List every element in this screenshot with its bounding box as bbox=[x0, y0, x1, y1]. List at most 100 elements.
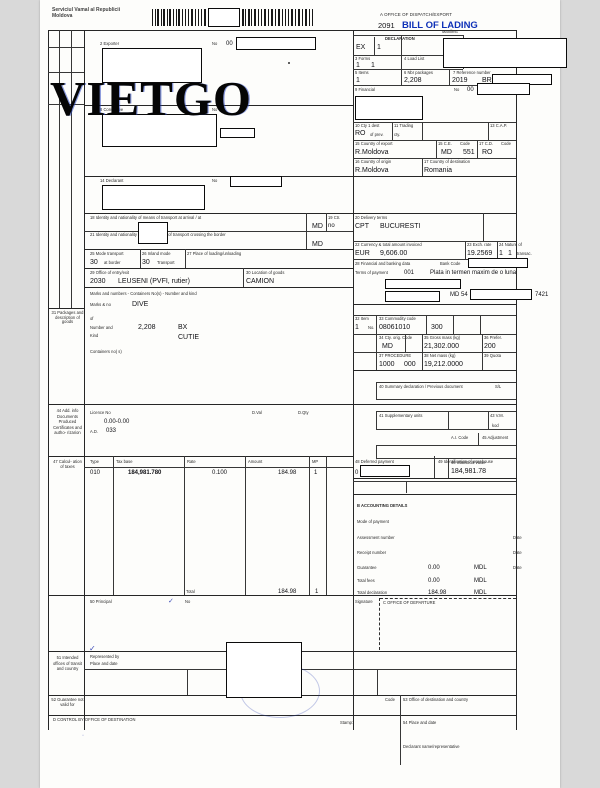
transport-arrival-label: 18 Identity and nationality of means of … bbox=[90, 215, 202, 220]
inland-mode-label: 26 Inland mode bbox=[142, 251, 171, 256]
forms-b: 1 bbox=[371, 62, 375, 69]
tax-header-bottom bbox=[84, 467, 353, 468]
trading-sub: cty. bbox=[394, 132, 401, 137]
currency-code: EUR bbox=[355, 250, 370, 257]
b44-bottom bbox=[48, 456, 353, 458]
b19-div bbox=[326, 213, 327, 231]
reference-label: 7 Reference number bbox=[453, 70, 491, 75]
b21-top bbox=[84, 231, 353, 232]
principal-mark: ✓ bbox=[168, 597, 174, 605]
tax-col-base: Tax base bbox=[116, 459, 133, 464]
place-date-54-label: 54 Place and date bbox=[403, 720, 437, 725]
prefer-value: 200 bbox=[484, 343, 496, 350]
assessment-date-label: Date bbox=[513, 535, 522, 540]
exch-rate-label: 23 Exch. rate bbox=[467, 242, 492, 247]
nature-label: 24 Nature of bbox=[499, 242, 522, 247]
supplementary-units-label: 41 Supplementary units bbox=[379, 413, 423, 418]
receipt-date-label: Date bbox=[513, 550, 522, 555]
b41-left bbox=[376, 411, 377, 429]
decl-box-mid bbox=[353, 55, 463, 56]
cd-label: 17 C.D. bbox=[479, 141, 494, 146]
frame-left bbox=[48, 30, 50, 730]
signature-label: Signature bbox=[355, 599, 373, 604]
items-value: 1 bbox=[356, 77, 360, 84]
total-fees-currency: MDL bbox=[474, 578, 487, 584]
country-export-value: R.Moldova bbox=[355, 149, 389, 156]
accounting-header: B ACCOUNTING DETAILS bbox=[357, 503, 408, 508]
nature-sub: transac. bbox=[517, 251, 532, 256]
gross-mass-label: 35 Gross mass (kg) bbox=[424, 335, 461, 340]
quota-label: 39 Quota bbox=[484, 353, 502, 358]
b44-top bbox=[48, 404, 516, 406]
b17-div bbox=[422, 158, 423, 176]
b10-bottom bbox=[353, 140, 516, 141]
tax-row-amount: 184.98 bbox=[278, 470, 297, 476]
assessment-number-label: Assessment number bbox=[357, 535, 395, 540]
summary-decl-label: 40 Summary declaration / Previous docume… bbox=[379, 384, 463, 389]
account-suffix: 7421 bbox=[535, 292, 549, 298]
b17cd-div bbox=[477, 140, 478, 158]
office-code: 2091 bbox=[378, 21, 395, 30]
decl-box-bottom bbox=[353, 69, 463, 70]
b29-bottom bbox=[84, 287, 353, 289]
containers-label: Containers no( s) bbox=[90, 349, 122, 354]
total-declaration-value: 184.98 bbox=[428, 590, 447, 596]
nature-a: 1 bbox=[499, 250, 503, 257]
total-declaration-label: Total declaration bbox=[357, 590, 388, 595]
b32-top bbox=[353, 315, 516, 316]
b45-div bbox=[478, 433, 479, 445]
b38-div bbox=[422, 352, 423, 370]
country-export-label: 15 Country of export bbox=[355, 141, 393, 146]
tax-row-base: 184,981.780 bbox=[128, 470, 162, 476]
forms-a: 1 bbox=[356, 62, 360, 69]
b53-div bbox=[400, 695, 401, 730]
tax-col-type: Type bbox=[90, 459, 99, 464]
redaction-declarant bbox=[102, 185, 205, 210]
country-destination-label: 17 Country of destination bbox=[424, 159, 471, 164]
redaction-financial-name bbox=[355, 96, 423, 120]
b33-div-4 bbox=[480, 315, 481, 334]
b33-div-3 bbox=[453, 315, 454, 334]
b40-top bbox=[376, 382, 516, 383]
reference-year: 2019 bbox=[452, 77, 468, 84]
statistical-value: 184,981.78 bbox=[451, 468, 487, 475]
summary-decl-value: S/L bbox=[495, 384, 502, 389]
redaction-declarant-no bbox=[230, 176, 282, 187]
delivery-terms-a: CPT bbox=[355, 223, 369, 230]
loadlist-label: 4 Load List bbox=[404, 56, 425, 61]
deferred-payment-value: 0 bbox=[355, 470, 359, 476]
redaction-deferred-payment bbox=[360, 465, 410, 477]
office-departure-label: C OFFICE OF DEPARTURE bbox=[383, 600, 436, 605]
tax-col-mp: MP bbox=[312, 459, 319, 464]
country-origin-label: 16 Country of origin bbox=[355, 159, 392, 164]
control-mark: · bbox=[82, 733, 84, 739]
b28-bottom bbox=[353, 304, 516, 306]
procedure-a: 1000 bbox=[379, 361, 395, 368]
exporter-label: 2 Exporter bbox=[100, 41, 120, 46]
b41-top bbox=[376, 411, 516, 412]
number-kind-label: Number and bbox=[90, 325, 113, 330]
redaction-manifest bbox=[443, 38, 567, 68]
b23-div bbox=[465, 241, 466, 259]
redaction-exporter-no bbox=[236, 37, 316, 50]
ce-code-label: Code bbox=[460, 141, 470, 146]
total-declaration-currency: MDL bbox=[474, 590, 487, 596]
country-dest-value: RO bbox=[355, 130, 366, 137]
country-destination-value: Romania bbox=[424, 167, 453, 174]
ctr-value: no bbox=[328, 223, 335, 229]
control-destination-label: D CONTROL BY OFFICE OF DESTINATION bbox=[53, 717, 136, 722]
b37-bottom bbox=[353, 370, 516, 372]
margin-row-2 bbox=[48, 72, 84, 73]
b51-col-3 bbox=[377, 669, 378, 695]
frame-top bbox=[48, 30, 516, 32]
tax-total-label: Total bbox=[186, 589, 195, 594]
redaction-stamp-center bbox=[226, 642, 302, 698]
marks-numbers-label: Marks and numbers - Containers No(s) - N… bbox=[90, 291, 197, 296]
net-mass-label: 38 Net mass (kg) bbox=[424, 353, 456, 358]
tax-total-bottom bbox=[48, 595, 516, 597]
trading-label: 11 Trading bbox=[394, 123, 414, 128]
b48-sub-div bbox=[406, 481, 407, 493]
forms-label: 3 Forms bbox=[355, 56, 371, 61]
payment-terms-code: 001 bbox=[404, 270, 415, 276]
location-goods-label: 30 Location of goods bbox=[246, 270, 285, 275]
